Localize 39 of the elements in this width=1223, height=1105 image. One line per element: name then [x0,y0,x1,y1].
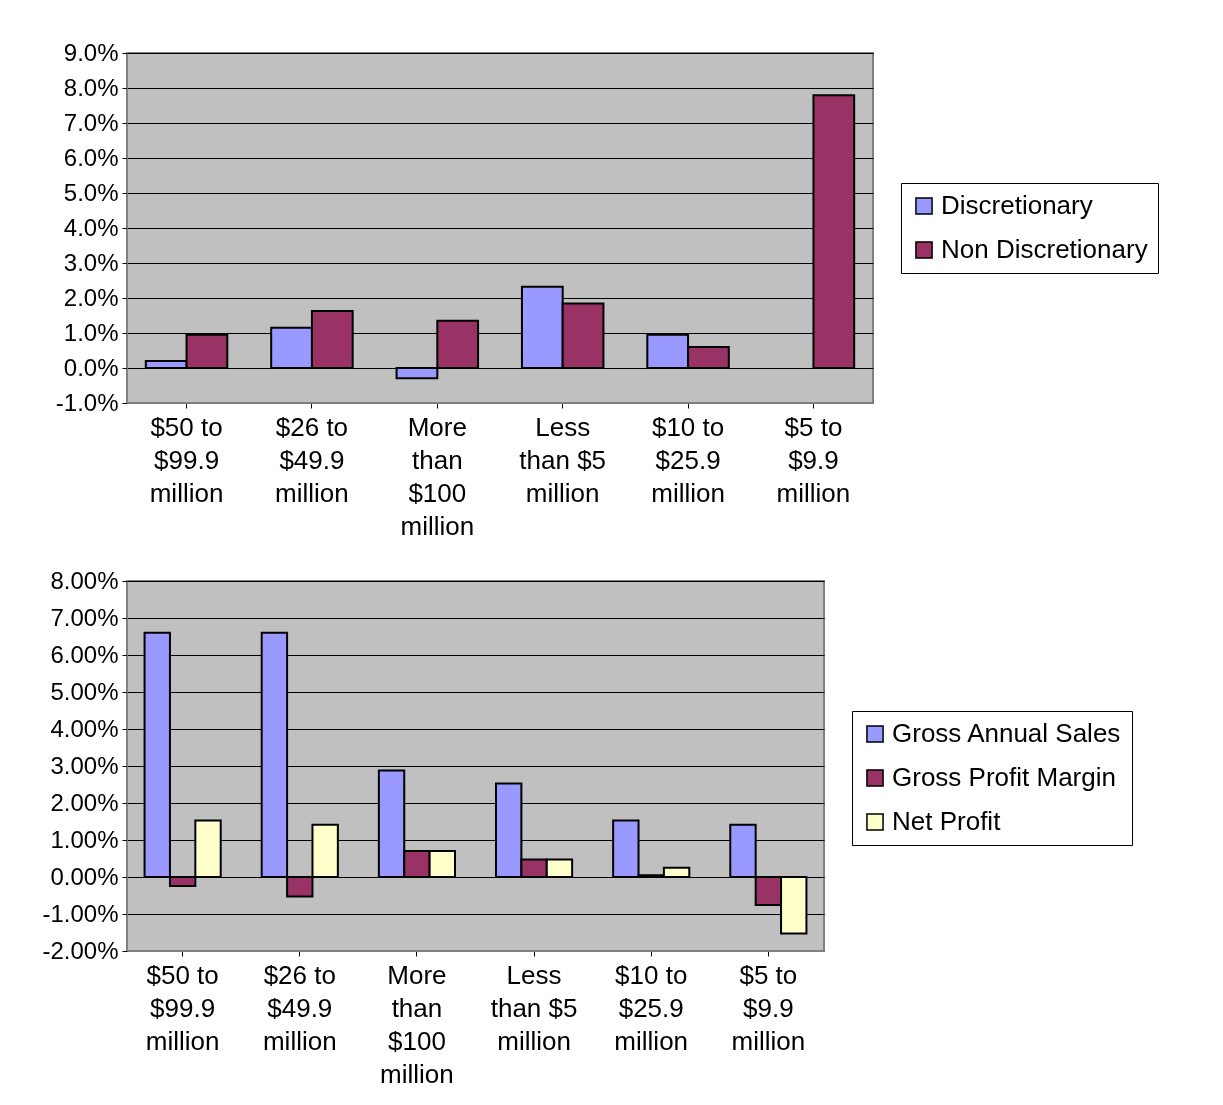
y-tick-label: 0.0% [63,353,119,381]
x-tick-label: More than $100 million [380,959,454,1089]
y-tick-label: -2.00% [42,936,119,964]
y-tick-label: 8.00% [50,566,119,594]
x-tick-label: $26 to $49.9 million [262,959,337,1056]
y-tick-label: -1.0% [55,388,119,416]
y-tick-label: 2.00% [50,788,119,816]
y-tick-label: 2.0% [63,283,119,311]
x-tick-label: Less than $5 million [519,411,607,508]
y-tick-label: 8.0% [63,73,119,101]
y-tick-label: 7.0% [63,108,119,136]
y-tick-label: 1.0% [63,318,119,346]
legend-label: Gross Annual Sales [892,718,1121,748]
x-tick-label: $5 to $9.9 million [776,411,851,508]
x-tick-label: $10 to $25.9 million [651,411,725,508]
x-tick-label: More than $100 million [400,411,475,541]
legend-label: Non Discretionary [941,234,1148,264]
x-tick-label: $50 to $99.9 million [149,411,224,508]
y-tick-label: 7.00% [50,603,119,631]
legend-label: Net Profit [892,806,1002,836]
y-tick-label: 5.0% [63,178,119,206]
legend-label: Gross Profit Margin [892,762,1116,792]
y-tick-label: 6.00% [50,640,119,668]
y-tick-label: 9.0% [63,38,119,66]
y-tick-label: 0.00% [50,862,119,890]
y-tick-label: 3.00% [50,751,119,779]
x-tick-label: $50 to $99.9 million [145,959,220,1056]
y-tick-label: 6.0% [63,143,119,171]
y-tick-label: 4.00% [50,714,119,742]
x-tick-label: Less than $5 million [490,959,578,1056]
y-tick-label: 4.0% [63,213,119,241]
y-tick-label: 5.00% [50,677,119,705]
y-tick-label: 1.00% [50,825,119,853]
y-tick-label: 3.0% [63,248,119,276]
x-tick-label: $5 to $9.9 million [731,959,806,1056]
x-tick-label: $26 to $49.9 million [275,411,349,508]
legend-label: Discretionary [941,190,1093,220]
y-tick-label: -1.00% [42,899,119,927]
x-tick-label: $10 to $25.9 million [614,959,689,1056]
